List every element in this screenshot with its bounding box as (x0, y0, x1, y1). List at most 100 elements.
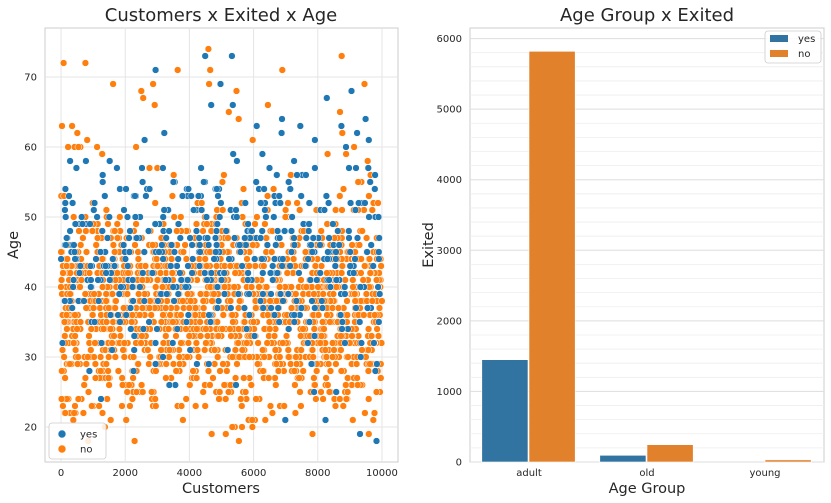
scatter-point-no (299, 367, 307, 375)
scatter-point-no (348, 332, 356, 340)
scatter-point-no (96, 353, 105, 361)
scatter-point-no (163, 297, 171, 305)
scatter-point-yes (288, 213, 296, 221)
scatter-point-no (317, 227, 325, 235)
scatter-point-no (272, 360, 281, 368)
scatter-point-yes (174, 220, 183, 228)
scatter-point-yes (227, 304, 235, 312)
scatter-point-yes (72, 164, 81, 172)
scatter-point-no (280, 402, 288, 410)
scatter-point-no (179, 297, 187, 305)
scatter-point-no (200, 304, 208, 312)
scatter-point-no (201, 346, 209, 354)
scatter-point-yes (130, 332, 138, 340)
scatter-point-yes (356, 318, 364, 326)
scatter-point-no (351, 297, 359, 305)
scatter-point-no (375, 304, 384, 312)
scatter-point-yes (184, 311, 193, 319)
scatter-legend-label-no: no (80, 445, 92, 456)
scatter-point-no (310, 290, 318, 298)
scatter-point-yes (363, 304, 372, 312)
scatter-point-no (179, 248, 188, 256)
scatter-point-no (292, 360, 301, 368)
scatter-point-no (191, 304, 200, 312)
scatter-point-no (203, 220, 211, 228)
scatter-point-yes (375, 255, 383, 263)
scatter-point-no (185, 304, 193, 312)
scatter-point-yes (167, 262, 175, 270)
scatter-point-no (134, 255, 143, 263)
scatter-point-no (123, 388, 131, 396)
bar-y-tick-label: 1000 (437, 387, 462, 398)
scatter-point-yes (151, 339, 160, 347)
scatter-point-yes (151, 220, 159, 228)
scatter-point-no (374, 199, 382, 207)
scatter-point-no (214, 332, 222, 340)
scatter-point-no (134, 248, 142, 256)
scatter-point-yes (240, 304, 249, 312)
scatter-point-yes (205, 311, 213, 319)
scatter-point-yes (127, 325, 135, 333)
scatter-point-no (344, 374, 352, 382)
scatter-point-no (148, 388, 156, 396)
scatter-point-yes (336, 311, 345, 319)
scatter-point-no (336, 108, 344, 116)
scatter-point-yes (142, 192, 150, 200)
scatter-point-no (77, 241, 85, 249)
bar-y-tick-label: 4000 (437, 175, 462, 186)
scatter-point-no (192, 339, 201, 347)
scatter-point-yes (62, 241, 70, 249)
bar-legend-label-yes: yes (798, 34, 815, 45)
scatter-point-no (311, 381, 319, 389)
scatter-point-no (66, 290, 74, 298)
scatter-point-no (216, 367, 224, 375)
scatter-point-yes (345, 234, 353, 242)
scatter-point-yes (306, 276, 314, 284)
scatter-point-no (191, 311, 199, 319)
scatter-point-no (71, 332, 79, 340)
scatter-point-yes (297, 192, 305, 200)
scatter-point-no (365, 395, 373, 403)
scatter-point-no (111, 227, 119, 235)
scatter-point-no (118, 374, 126, 382)
scatter-point-yes (273, 171, 281, 179)
scatter-point-yes (356, 430, 364, 438)
scatter-point-yes (120, 206, 128, 214)
scatter-point-no (95, 402, 103, 410)
scatter-point-yes (95, 297, 103, 305)
scatter-point-yes (305, 199, 313, 207)
scatter-point-no (336, 192, 344, 200)
scatter-point-no (323, 311, 331, 319)
scatter-legend: yes no (48, 422, 107, 460)
scatter-point-no (159, 339, 168, 347)
scatter-point-no (60, 353, 68, 361)
scatter-y-tick-label: 30 (24, 353, 37, 364)
scatter-point-no (351, 290, 359, 298)
scatter-point-yes (182, 283, 190, 291)
scatter-point-no (343, 297, 351, 305)
scatter-point-no (292, 290, 300, 298)
scatter-y-tick-label: 40 (24, 283, 37, 294)
scatter-point-no (302, 283, 310, 291)
scatter-point-no (265, 374, 273, 382)
scatter-point-yes (286, 262, 294, 270)
scatter-point-no (367, 332, 376, 340)
scatter-point-yes (101, 262, 110, 270)
scatter-point-yes (290, 241, 299, 249)
scatter-point-no (113, 269, 121, 277)
scatter-point-yes (277, 129, 286, 137)
scatter-point-yes (207, 101, 215, 109)
scatter-point-no (224, 234, 232, 242)
scatter-point-yes (92, 255, 100, 263)
scatter-point-no (281, 206, 290, 214)
scatter-point-no (241, 388, 250, 396)
scatter-point-yes (116, 318, 124, 326)
scatter-point-no (120, 353, 128, 361)
scatter-point-no (89, 304, 98, 312)
scatter-point-yes (304, 255, 312, 263)
scatter-point-yes (222, 227, 230, 235)
scatter-point-no (317, 388, 325, 396)
scatter-point-no (145, 360, 153, 368)
scatter-point-no (177, 213, 185, 221)
scatter-point-no (312, 395, 320, 403)
